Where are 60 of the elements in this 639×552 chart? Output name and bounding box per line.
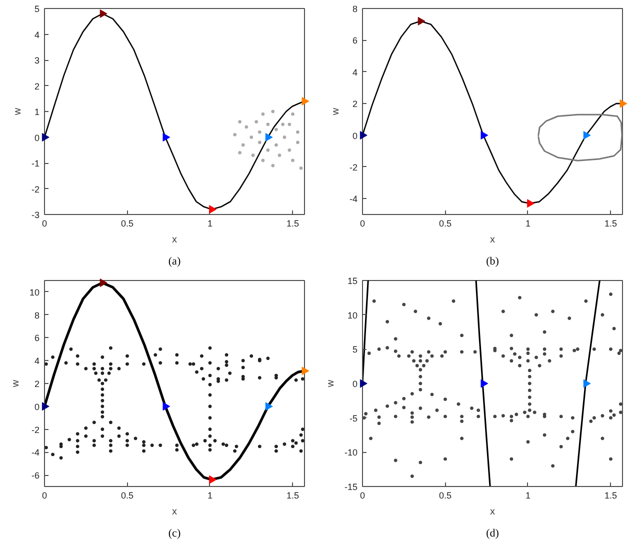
x-axis-title: x (172, 506, 177, 518)
text: (a) (168, 256, 181, 268)
text: (d) (486, 528, 500, 540)
x-tick-label: 0.5 (120, 490, 134, 500)
x-tick-label: 0 (42, 218, 48, 228)
y-tick-label: -2 (32, 424, 40, 435)
x-tick-label: 0 (42, 490, 48, 500)
y-axis-title: w (325, 379, 336, 388)
x-tick-label: 0 (360, 490, 366, 500)
x-tick-label: 0.5 (438, 490, 452, 500)
x-tick-label: 1.5 (286, 218, 300, 228)
y-tick-label: 1 (34, 107, 40, 117)
y-tick-label: 2 (34, 379, 40, 389)
y-tick-label: -5 (350, 413, 358, 424)
y-tick-label: -10 (344, 448, 358, 458)
y-tick-label: 8 (34, 310, 40, 320)
y-tick-label: 2 (352, 99, 358, 110)
y-tick-label: -3 (32, 210, 40, 220)
y-tick-label: -1 (32, 158, 40, 168)
y-tick-label: 0 (352, 130, 358, 141)
y-tick-label: 10 (347, 310, 358, 320)
y-tick-label: 5 (34, 4, 40, 14)
x-axis-title: x (490, 234, 495, 246)
y-axis-title: w (330, 107, 342, 116)
y-tick-label: -2 (350, 162, 358, 172)
y-tick-label: -4 (350, 194, 358, 204)
y-tick-label: 2 (34, 81, 40, 92)
x-tick-label: 0 (360, 218, 366, 228)
x-tick-label: 1.5 (604, 490, 618, 500)
y-tick-label: -15 (344, 482, 358, 492)
x-tick-label: 1.5 (604, 218, 618, 228)
y-tick-label: 0 (34, 132, 40, 143)
y-tick-label: 0 (352, 379, 358, 389)
y-axis-title: w (10, 379, 22, 388)
y-tick-label: 6 (352, 36, 358, 46)
y-tick-label: 0 (34, 402, 40, 412)
y-tick-label: 4 (352, 67, 358, 78)
y-axis-title: w (12, 107, 24, 116)
x-tick-label: 0.5 (438, 218, 452, 228)
text: (b) (486, 256, 500, 268)
x-tick-label: 1 (207, 218, 213, 228)
x-tick-label: 0.5 (120, 218, 134, 228)
x-axis-title: x (490, 506, 495, 518)
text: (c) (168, 528, 181, 540)
y-tick-label: 5 (352, 344, 358, 355)
y-tick-label: -6 (32, 470, 40, 481)
x-tick-label: 1 (207, 490, 213, 500)
y-tick-label: 8 (352, 4, 358, 14)
y-tick-label: 10 (29, 287, 40, 298)
x-tick-label: 1 (525, 218, 531, 228)
y-tick-label: -4 (32, 448, 40, 458)
y-tick-label: 15 (347, 276, 358, 286)
y-tick-label: 4 (34, 30, 40, 40)
x-tick-label: 1 (525, 490, 531, 500)
y-tick-label: 6 (34, 333, 40, 344)
y-tick-label: 4 (34, 356, 40, 366)
x-tick-label: 1.5 (286, 490, 300, 500)
y-tick-label: -2 (32, 184, 40, 194)
y-tick-label: 3 (34, 56, 40, 66)
x-axis-title: x (172, 234, 177, 246)
